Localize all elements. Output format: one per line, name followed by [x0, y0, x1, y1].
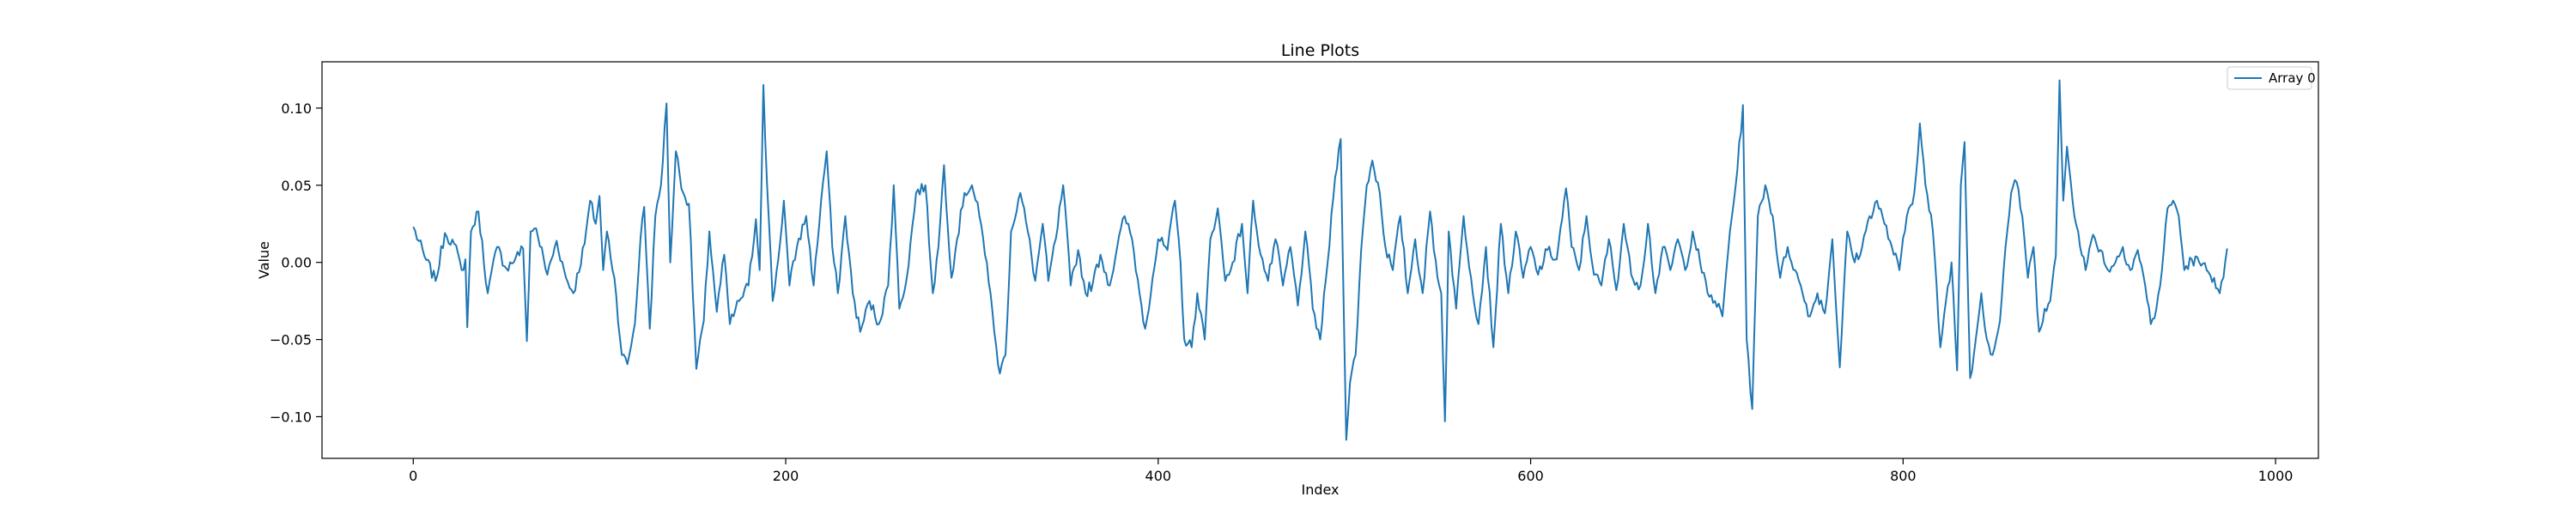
- x-tick-label: 1000: [2258, 468, 2293, 484]
- legend-label-array-0: Array 0: [2269, 70, 2316, 86]
- legend: Array 0: [2227, 66, 2316, 90]
- x-tick-label: 600: [1517, 468, 1544, 484]
- x-axis-ticks: 0 200 400 600 800 1000: [409, 458, 2293, 484]
- y-tick-label: −0.05: [270, 332, 312, 348]
- y-tick-label: 0.00: [281, 255, 312, 271]
- x-tick-label: 400: [1145, 468, 1172, 484]
- x-tick-label: 800: [1890, 468, 1917, 484]
- axes-frame: [321, 61, 2319, 459]
- legend-box: [2227, 66, 2312, 90]
- y-tick-label: 0.05: [281, 178, 312, 194]
- y-tick-label: −0.10: [270, 409, 312, 425]
- x-axis-label: Index: [1301, 482, 1339, 498]
- x-tick-label: 0: [409, 468, 417, 484]
- y-tick-label: 0.10: [281, 100, 312, 117]
- y-axis-label: Value: [256, 241, 272, 279]
- series-line-array-0: [412, 79, 2228, 441]
- chart-title: Line Plots: [1281, 41, 1359, 60]
- y-axis-ticks: −0.10 −0.05 0.00 0.05 0.10: [270, 100, 322, 425]
- x-tick-label: 200: [773, 468, 799, 484]
- plot-area: [412, 79, 2228, 441]
